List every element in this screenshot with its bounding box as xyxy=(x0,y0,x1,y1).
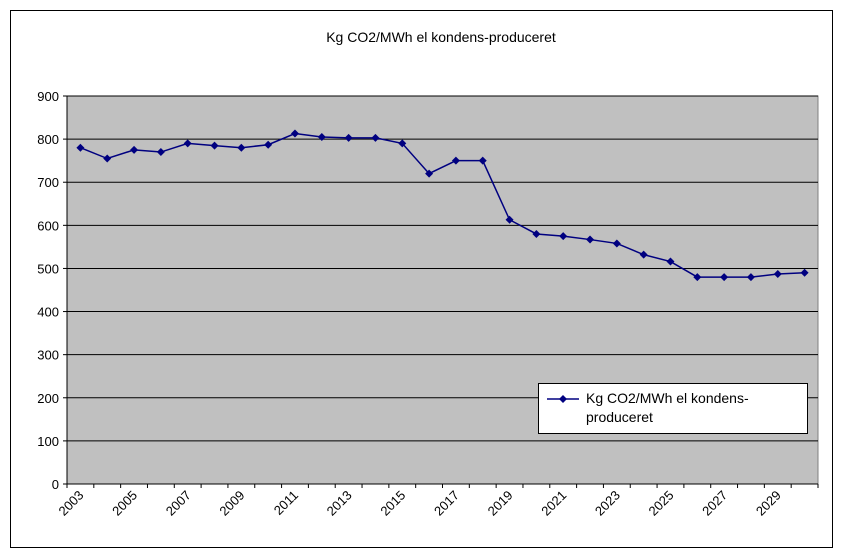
y-tick-label: 700 xyxy=(37,175,59,190)
y-tick-label: 800 xyxy=(37,132,59,147)
data-point xyxy=(478,156,487,165)
chart-title: Kg CO2/MWh el kondens-produceret xyxy=(326,29,556,45)
data-point xyxy=(586,235,595,244)
data-point xyxy=(156,148,165,157)
data-point xyxy=(451,156,460,165)
data-point xyxy=(532,229,541,238)
data-point xyxy=(76,143,85,152)
data-point xyxy=(639,250,648,259)
data-point xyxy=(183,139,192,148)
data-point xyxy=(264,140,273,149)
data-point xyxy=(210,141,219,150)
y-tick-label: 100 xyxy=(37,434,59,449)
legend-label: Kg CO2/MWh el kondens-produceret xyxy=(586,390,749,425)
data-point xyxy=(130,145,139,154)
data-line xyxy=(80,132,805,278)
data-point xyxy=(317,132,326,141)
legend-swatch xyxy=(547,395,579,403)
data-point xyxy=(746,273,755,282)
data-point xyxy=(103,154,112,163)
y-tick-label: 500 xyxy=(37,261,59,276)
data-point xyxy=(773,270,782,279)
data-point xyxy=(800,268,809,277)
data-point xyxy=(398,139,407,148)
data-point xyxy=(237,143,246,152)
data-point xyxy=(371,133,380,142)
data-point xyxy=(720,273,729,282)
data-point xyxy=(559,232,568,241)
data-point xyxy=(290,129,299,138)
data-point xyxy=(666,257,675,266)
data-point xyxy=(505,215,514,224)
data-point xyxy=(612,239,621,248)
y-tick-label: 400 xyxy=(37,305,59,320)
y-tick-label: 300 xyxy=(37,348,59,363)
legend-marker xyxy=(559,395,567,403)
y-tick-label: 0 xyxy=(52,477,59,492)
data-point xyxy=(425,169,434,178)
y-tick-label: 600 xyxy=(37,218,59,233)
y-tick-label: 200 xyxy=(37,391,59,406)
y-tick-label: 900 xyxy=(37,89,59,104)
data-point xyxy=(344,133,353,142)
legend: Kg CO2/MWh el kondens-produceret xyxy=(538,383,808,434)
data-point xyxy=(693,273,702,282)
